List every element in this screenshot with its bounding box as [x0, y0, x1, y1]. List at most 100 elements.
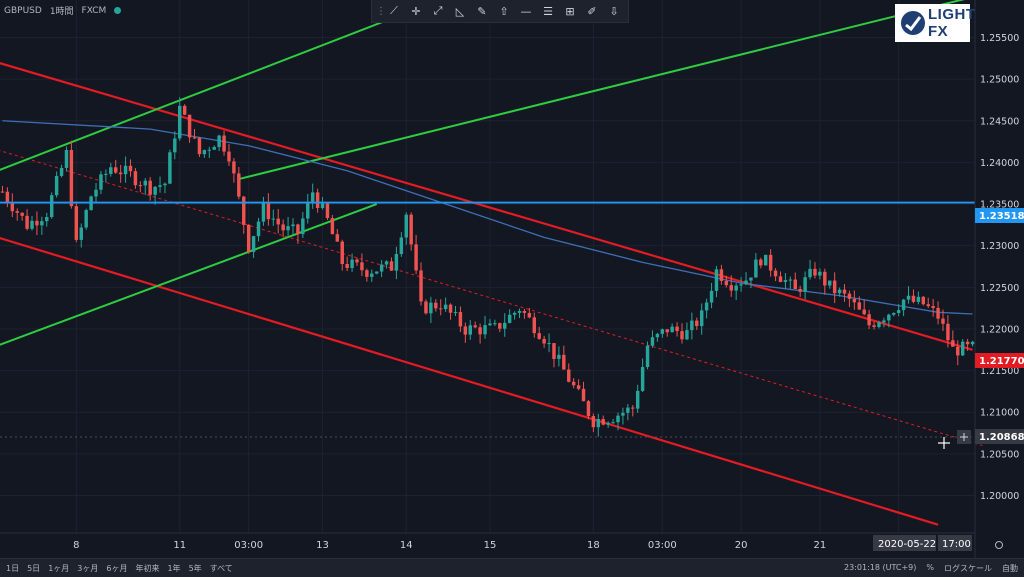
candle [20, 212, 24, 221]
candle [739, 277, 743, 292]
candle [335, 229, 340, 242]
channel-icon[interactable]: ⊞ [565, 4, 575, 18]
candle [921, 296, 926, 306]
candle [310, 183, 315, 209]
green-channel-lower[interactable] [0, 203, 378, 346]
period-button-5[interactable]: 年初来 [135, 563, 160, 573]
candle [768, 249, 773, 277]
y-tick-label: 1.23000 [980, 241, 1019, 252]
period-button-2[interactable]: 1ヶ月 [48, 563, 70, 573]
candle [227, 144, 231, 166]
svg-text:2020-05-22: 2020-05-22 [878, 539, 936, 550]
symbol-interval[interactable]: 1時間 [49, 7, 74, 17]
candle [242, 195, 246, 234]
green-channel-upper[interactable] [0, 15, 397, 171]
arrow-down-icon[interactable]: ⇩ [609, 4, 619, 18]
candle [547, 333, 551, 353]
trend-channels [0, 0, 983, 526]
settings-circle-icon[interactable] [995, 541, 1003, 549]
candle [158, 176, 162, 193]
candle [187, 114, 192, 143]
candle [128, 159, 133, 177]
period-button-3[interactable]: 3ヶ月 [77, 563, 99, 573]
candle [291, 218, 295, 235]
y-tick-label: 1.25500 [980, 33, 1019, 44]
candle [281, 219, 285, 238]
candle [882, 317, 886, 328]
lightfx-logo: LIGHT FX [895, 4, 975, 42]
candle [532, 312, 537, 338]
candle [374, 271, 379, 275]
candle [887, 313, 891, 328]
candle [749, 277, 753, 289]
horizontal-line-icon[interactable]: — [520, 4, 532, 18]
candle [690, 312, 694, 340]
percent-toggle[interactable]: % [926, 562, 934, 572]
candle [926, 297, 930, 309]
symbol-bar[interactable]: GBPUSD 1時間 FXCM [4, 4, 122, 17]
horizontal-line[interactable] [0, 201, 975, 438]
brush-icon[interactable]: ✎ [477, 4, 487, 18]
red-channel-lower[interactable] [0, 236, 939, 526]
candle [503, 313, 507, 337]
candle [645, 341, 650, 370]
price-axis[interactable]: 1.20000 1.20500 1.21000 1.21500 1.22000 1.225… [974, 0, 1019, 558]
candle [202, 149, 207, 158]
symbol-name[interactable]: GBPUSD [4, 5, 42, 16]
ma-line [2, 120, 973, 315]
candle [704, 298, 709, 319]
candle [483, 315, 487, 339]
crosshair-icon[interactable]: ✛ [411, 4, 421, 18]
candle [251, 235, 256, 258]
candle [778, 271, 783, 283]
candle [325, 201, 330, 221]
candle [345, 256, 349, 272]
candle [763, 254, 768, 266]
candle [631, 405, 635, 417]
candle [384, 260, 389, 269]
arrow-up-icon[interactable]: ⇧ [499, 4, 509, 18]
auto-scale-toggle[interactable]: 自動 [1002, 563, 1018, 573]
line-tool-icon[interactable]: ⟋ [390, 4, 398, 17]
y-tick-label: 1.23500 [980, 200, 1019, 211]
green-channel-upper-2[interactable] [238, 0, 978, 181]
candle [64, 146, 69, 172]
candle [493, 319, 497, 326]
candle [355, 257, 359, 266]
period-buttons[interactable]: 1日 5日 1ヶ月 3ヶ月 6ヶ月 年初来 1年 5年 すべて [6, 563, 233, 574]
candle [867, 309, 871, 330]
candle [837, 287, 842, 297]
drawing-toolbar[interactable]: ⋮ ⟋ ✛ ⤢ ◺ ✎ ⇧ — ☰ ⊞ ✐ ⇩ [371, 0, 629, 23]
period-button-1[interactable]: 5日 [27, 563, 41, 573]
candle [478, 323, 482, 344]
red-channel-upper[interactable] [0, 62, 973, 351]
pen-icon[interactable]: ✐ [587, 4, 597, 18]
x-tick-label: 18 [587, 540, 600, 551]
triangle-icon[interactable]: ◺ [455, 4, 465, 18]
candle [15, 208, 19, 221]
period-button-7[interactable]: 5年 [188, 563, 202, 573]
period-button-8[interactable]: すべて [209, 563, 233, 573]
period-button-6[interactable]: 1年 [167, 563, 181, 573]
candle [522, 308, 527, 319]
candle [621, 407, 625, 425]
candle [266, 193, 271, 226]
candle [84, 208, 88, 230]
log-scale-toggle[interactable]: ログスケール [944, 563, 992, 573]
svg-text:17:00: 17:00 [942, 539, 971, 550]
candle [862, 299, 866, 316]
fib-icon[interactable]: ⤢ [433, 4, 443, 17]
candle [182, 104, 187, 116]
lightfx-logo-mark-icon [901, 11, 925, 35]
candle [399, 232, 404, 257]
period-button-0[interactable]: 1日 [6, 563, 20, 573]
candle [665, 329, 669, 337]
toolbar-grip-icon[interactable]: ⋮ [376, 5, 386, 17]
period-button-4[interactable]: 6ヶ月 [106, 563, 128, 573]
candle [360, 253, 364, 276]
candle [719, 264, 724, 285]
bottom-toolbar[interactable]: 1日 5日 1ヶ月 3ヶ月 6ヶ月 年初来 1年 5年 すべて 23:01:18 (UTC+9)… [0, 558, 1024, 577]
fib-retracement-icon[interactable]: ☰ [543, 4, 553, 18]
